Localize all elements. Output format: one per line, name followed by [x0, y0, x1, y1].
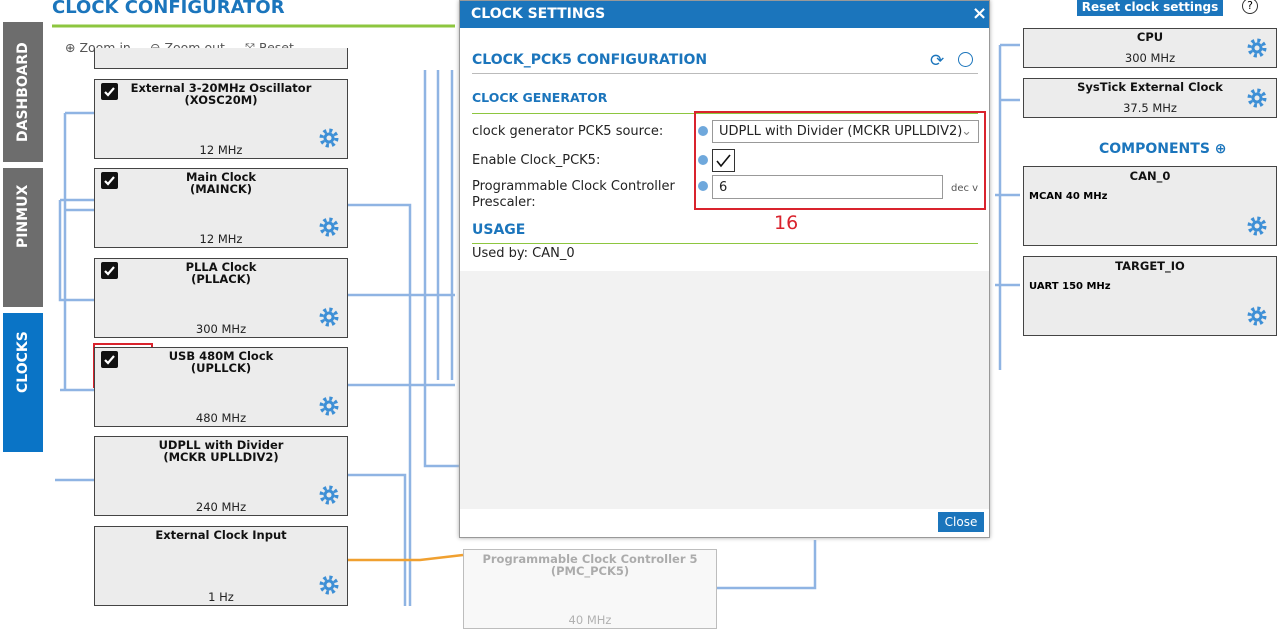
usage-text: Used by: CAN_0 [472, 246, 575, 261]
divider [472, 73, 978, 74]
pck5-block: Programmable Clock Controller 5 (PMC_PCK… [463, 549, 717, 629]
block-freq: 300 MHz [195, 322, 247, 336]
block-freq: 480 MHz [195, 411, 247, 425]
settings-gear[interactable] [318, 484, 340, 506]
settings-gear[interactable] [1246, 37, 1268, 59]
checkbox[interactable] [101, 172, 118, 189]
block-name: External 3-20MHz Oscillator [130, 81, 312, 95]
source-select[interactable]: UDPLL with Divider (MCKR UPLLDIV2) ⌄ [712, 120, 979, 143]
enable-checkbox[interactable] [712, 149, 735, 172]
field-label: clock generator PCK5 source: [472, 124, 664, 139]
component-block[interactable]: TARGET_IO UART 150 MHz [1023, 256, 1277, 336]
tab-label: CLOCKS [15, 331, 31, 393]
block-freq: 240 MHz [195, 500, 247, 514]
block-sub: (XOSC20M) [184, 93, 258, 107]
clock-block[interactable]: PLLA Clock (PLLACK) 300 MHz [94, 258, 348, 338]
block-sub: (MCKR UPLLDIV2) [163, 450, 279, 464]
refresh-icon[interactable]: ⟳ [930, 51, 945, 71]
component-name: TARGET_IO [1115, 259, 1185, 273]
field-label: Programmable Clock Controller Prescaler: [472, 179, 675, 210]
settings-gear[interactable] [318, 306, 340, 328]
components-title: COMPONENTS ⊕ [1099, 141, 1227, 157]
block-name: External Clock Input [155, 528, 287, 542]
help-button[interactable]: ? [1242, 0, 1258, 14]
clock-settings-dialog: CLOCK SETTINGS × CLOCK_PCK5 CONFIGURATIO… [459, 0, 990, 538]
clocks-tab[interactable]: CLOCKS [3, 313, 43, 452]
block-sub: (MAINCK) [189, 182, 253, 196]
output-block[interactable]: SysTick External Clock 37.5 MHz [1023, 78, 1277, 118]
components-label: COMPONENTS [1099, 141, 1210, 157]
info-icon[interactable] [698, 181, 708, 191]
settings-gear[interactable] [1246, 305, 1268, 327]
block-name: PLLA Clock [185, 260, 257, 274]
block-freq: 12 MHz [199, 143, 243, 157]
settings-gear[interactable] [318, 127, 340, 149]
block-freq: 12 MHz [199, 232, 243, 246]
output-block[interactable]: CPU 300 MHz [1023, 28, 1277, 68]
pinmux-tab[interactable]: PINMUX [3, 168, 43, 307]
app-title: CLOCK CONFIGURATOR [52, 0, 285, 18]
block-name: CPU [1136, 30, 1164, 44]
settings-gear[interactable] [1246, 87, 1268, 109]
collapse-icon[interactable] [958, 52, 973, 67]
divider [472, 113, 978, 114]
clock-block[interactable]: UDPLL with Divider (MCKR UPLLDIV2) 240 MHz [94, 436, 348, 516]
component-block[interactable]: CAN_0 MCAN 40 MHz [1023, 166, 1277, 246]
block-name: SysTick External Clock [1077, 80, 1223, 94]
settings-gear[interactable] [318, 216, 340, 238]
component-detail: MCAN 40 MHz [1029, 191, 1108, 202]
dialog-title: CLOCK SETTINGS [460, 1, 989, 28]
block-sub: (UPLLCK) [190, 361, 252, 375]
input-suffix: dec v [951, 183, 979, 194]
info-icon[interactable] [698, 126, 708, 136]
clock-block[interactable]: Main Clock (MAINCK) 12 MHz [94, 168, 348, 248]
checkbox[interactable] [101, 83, 118, 100]
annotation-box [694, 111, 986, 210]
block-freq: 300 MHz [1124, 51, 1176, 65]
block-sub: (PLLACK) [191, 272, 251, 286]
tab-label: PINMUX [15, 184, 31, 248]
clock-block[interactable]: External 3-20MHz Oscillator (XOSC20M) 12 M… [94, 79, 348, 159]
select-value: UDPLL with Divider (MCKR UPLLDIV2) [719, 124, 963, 139]
settings-gear[interactable] [1246, 215, 1268, 237]
clock-block[interactable]: External Clock Input 1 Hz [94, 526, 348, 606]
field-label: Enable Clock_PCK5: [472, 153, 601, 168]
dashboard-tab[interactable]: DASHBOARD [3, 22, 43, 162]
divider [472, 243, 978, 244]
info-icon[interactable] [698, 155, 708, 165]
settings-gear[interactable] [318, 395, 340, 417]
block-name: UDPLL with Divider [158, 438, 284, 452]
block-freq: 37.5 MHz [1123, 101, 1177, 115]
generator-heading: CLOCK GENERATOR [472, 90, 608, 105]
component-name: CAN_0 [1129, 169, 1171, 183]
block-name: USB 480M Clock [168, 349, 274, 363]
clock-block-partial [94, 48, 348, 69]
clock-block[interactable]: USB 480M Clock (UPLLCK) 480 MHz [94, 347, 348, 427]
usage-heading: USAGE [472, 222, 526, 238]
block-freq: 1 Hz [208, 590, 234, 604]
block-name: Main Clock [185, 170, 257, 184]
prescaler-input[interactable]: 6 [712, 175, 943, 199]
block-name: Programmable Clock Controller 5 [482, 552, 698, 566]
reset-clock-settings-button[interactable]: Reset clock settings [1077, 0, 1223, 16]
component-detail: UART 150 MHz [1029, 281, 1111, 292]
checkbox[interactable] [101, 262, 118, 279]
dialog-body-empty [460, 271, 989, 509]
close-button[interactable]: Close [938, 512, 984, 532]
block-sub: (PMC_PCK5) [550, 564, 630, 578]
block-freq: 40 MHz [568, 613, 612, 627]
tab-label: DASHBOARD [15, 42, 31, 142]
dialog-close-icon[interactable]: × [972, 3, 988, 24]
annotation-label: 16 [774, 212, 799, 234]
checkbox[interactable] [101, 351, 118, 368]
section-title: CLOCK_PCK5 CONFIGURATION [472, 52, 708, 68]
settings-gear[interactable] [318, 574, 340, 596]
